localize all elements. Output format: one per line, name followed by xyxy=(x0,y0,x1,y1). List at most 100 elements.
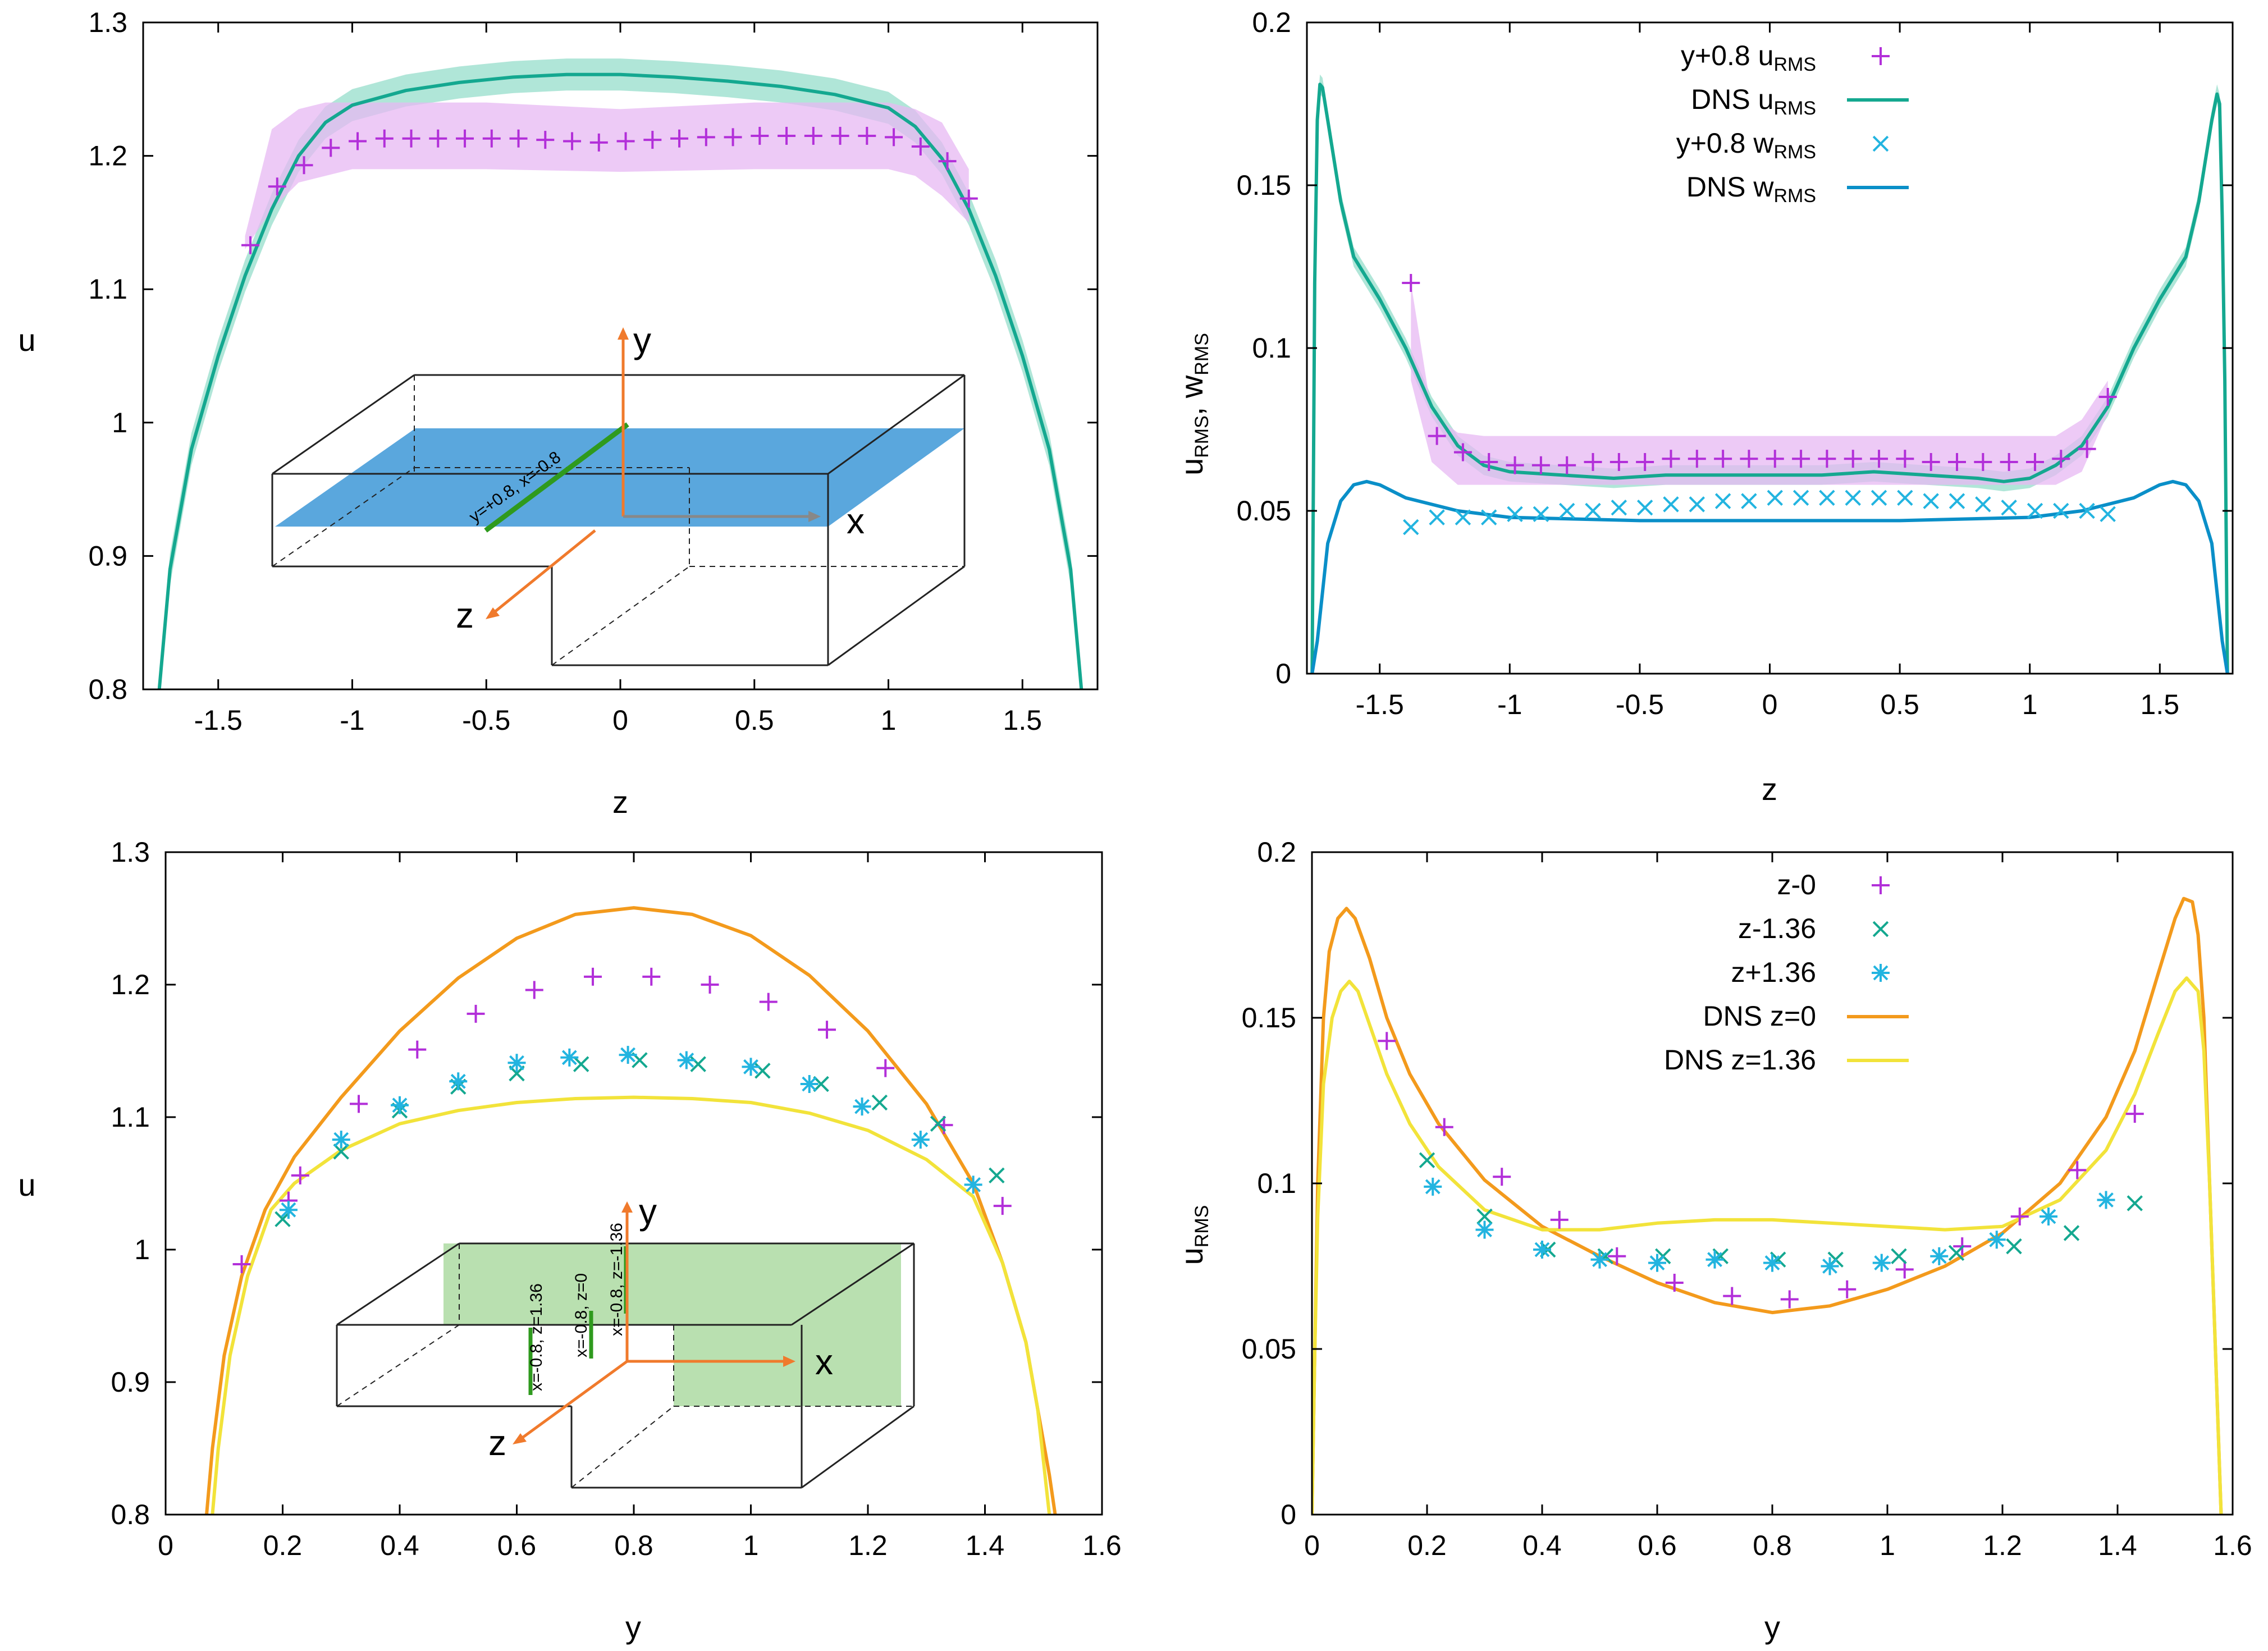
series-line-dns-z-0 xyxy=(1312,897,2223,1515)
data-point xyxy=(677,1051,696,1069)
data-point xyxy=(1402,274,1420,292)
inset-diagram-top xyxy=(271,327,966,666)
legend-label: z-1.36 xyxy=(1738,913,1816,944)
axes: -1.5 -1 -0.5 0 0.5 1 1.5 0.8 0.9 1 1.1 1.2 1.3 xyxy=(88,7,1099,736)
lines xyxy=(1310,83,2229,674)
legend: y+0.8 uRMS DNS uRMS y+0.8 wRMS DNS wRMS xyxy=(1676,40,1909,207)
data-point xyxy=(1974,453,1992,471)
y-tick-label: 1.3 xyxy=(88,7,127,38)
data-point xyxy=(778,126,796,145)
data-point xyxy=(279,1201,298,1219)
legend-label: y+0.8 wRMS xyxy=(1676,127,1816,163)
points xyxy=(241,126,978,254)
axis-z-arrow xyxy=(518,1360,628,1442)
hidden-edge xyxy=(571,1406,674,1488)
x-axis-label: y xyxy=(1764,1609,1780,1645)
data-point xyxy=(408,1040,427,1059)
plot-top-left: -1.5 -1 -0.5 0 0.5 1 1.5 0.8 0.9 1 1.1 1.2 1.3 z u xyxy=(18,7,1099,820)
x-tick-label: 0.5 xyxy=(1880,689,1919,720)
data-point xyxy=(2068,1161,2087,1179)
data-point xyxy=(2125,1105,2144,1123)
data-point xyxy=(1585,502,1601,519)
data-point xyxy=(1948,1245,1965,1261)
data-point xyxy=(1714,493,1731,509)
data-point xyxy=(402,129,420,148)
x-tick-label: 1.6 xyxy=(2213,1530,2252,1561)
data-point xyxy=(563,132,582,150)
box-edge xyxy=(336,1242,460,1326)
x-tick-label: 0.8 xyxy=(1753,1530,1792,1561)
data-point xyxy=(742,1058,760,1076)
legend-label: DNS z=1.36 xyxy=(1664,1044,1816,1076)
hidden-edge xyxy=(336,1324,460,1407)
data-point xyxy=(1662,450,1680,468)
legend-label: DNS wRMS xyxy=(1686,171,1816,207)
data-point xyxy=(1475,1220,1494,1239)
data-point xyxy=(1531,456,1550,474)
x-tick-label: 1.2 xyxy=(1983,1530,2022,1561)
data-point xyxy=(831,126,849,145)
inset-axis-y: y xyxy=(633,320,651,360)
data-point xyxy=(724,128,742,147)
box-edge xyxy=(801,1405,914,1489)
data-point xyxy=(560,1048,579,1067)
y-tick-label: 0.2 xyxy=(1257,836,1296,868)
y-tick-label: 1.1 xyxy=(111,1101,150,1133)
data-point xyxy=(619,1046,637,1064)
data-point xyxy=(616,132,635,150)
data-point xyxy=(2001,499,2017,516)
y-tick-label: 0 xyxy=(1281,1499,1296,1530)
data-point xyxy=(1845,490,1861,506)
y-tick-label: 0.9 xyxy=(88,540,127,571)
data-point xyxy=(449,1072,468,1091)
y-axis-label: u xyxy=(18,322,35,358)
data-point xyxy=(291,1166,309,1184)
y-tick-label: 1 xyxy=(112,407,127,438)
y-tick-label: 0.05 xyxy=(1242,1333,1296,1365)
data-point xyxy=(241,236,260,254)
data-point xyxy=(1689,496,1705,513)
x-axis-label: z xyxy=(612,784,628,820)
data-point xyxy=(1507,506,1523,523)
inset-axis-x: x xyxy=(815,1342,833,1382)
data-point xyxy=(2078,440,2096,458)
data-point xyxy=(350,1095,368,1113)
x-tick-label: 1 xyxy=(743,1530,759,1561)
data-point xyxy=(375,129,394,148)
bands xyxy=(159,58,1082,689)
data-point xyxy=(876,1059,895,1077)
data-point xyxy=(1480,453,1498,471)
y-tick-label: 1.2 xyxy=(111,969,150,1000)
lines xyxy=(1312,897,2223,1515)
data-point xyxy=(1705,1250,1724,1269)
x-tick-label: 0.4 xyxy=(380,1530,419,1561)
data-point xyxy=(1922,453,1940,471)
data-point xyxy=(1611,499,1627,516)
data-point xyxy=(1870,450,1889,468)
points xyxy=(1402,274,2117,536)
data-point xyxy=(456,129,474,148)
arrowhead xyxy=(618,327,629,340)
data-point xyxy=(911,1131,930,1149)
data-point xyxy=(1741,493,1757,509)
data-point xyxy=(804,126,822,145)
bands xyxy=(1312,74,2228,674)
x-tick-label: -1.5 xyxy=(194,705,243,736)
x-tick-label: 0.4 xyxy=(1522,1530,1562,1561)
y-tick-label: 0.05 xyxy=(1237,495,1291,527)
data-point xyxy=(1780,1290,1799,1309)
points xyxy=(1378,1032,2144,1309)
inset-axis-y: y xyxy=(639,1191,657,1232)
data-point xyxy=(2040,1208,2057,1225)
data-point xyxy=(818,1021,836,1039)
x-tick-label: 0.6 xyxy=(497,1530,537,1561)
y-axis-label: u xyxy=(18,1167,35,1202)
x-tick-label: 0.8 xyxy=(614,1530,653,1561)
x-tick-label: 1.5 xyxy=(2141,689,2180,720)
data-point xyxy=(482,129,501,148)
x-tick-label: -0.5 xyxy=(1616,689,1664,720)
x-tick-label: 0 xyxy=(1304,1530,1320,1561)
data-point xyxy=(701,976,719,994)
axes: 0 0.2 0.4 0.6 0.8 1 1.2 1.4 1.6 0.8 0.9 1 1.1 1.2 1.3 xyxy=(111,836,1121,1561)
